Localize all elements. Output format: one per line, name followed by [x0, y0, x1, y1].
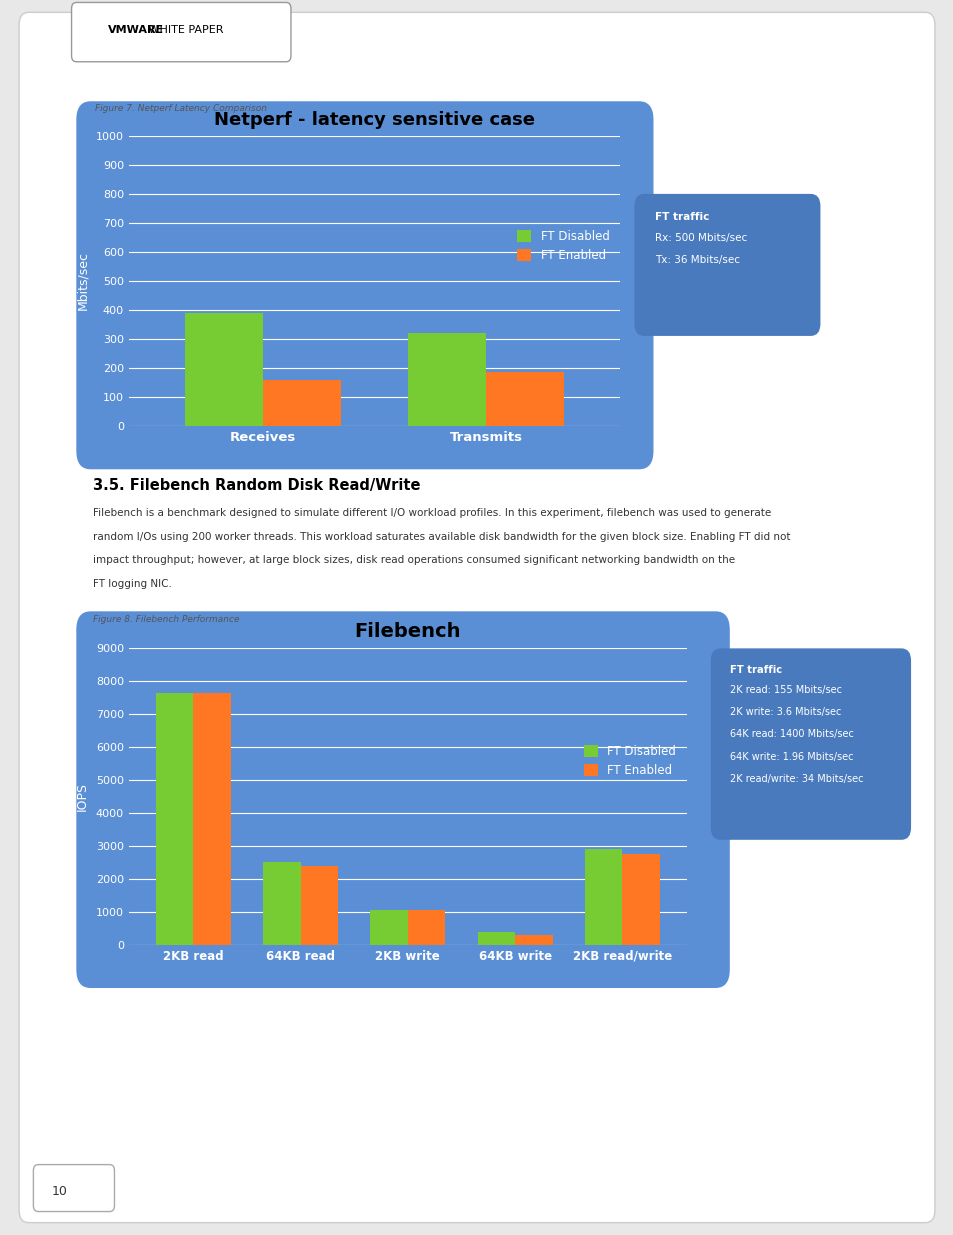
Text: 64K write: 1.96 Mbits/sec: 64K write: 1.96 Mbits/sec	[729, 752, 852, 762]
Bar	[155, 693, 193, 945]
Y-axis label: IOPS: IOPS	[76, 782, 89, 811]
Bar	[185, 312, 262, 426]
Text: random I/Os using 200 worker threads. This workload saturates available disk ban: random I/Os using 200 worker threads. Th…	[92, 532, 789, 542]
Text: Filebench is a benchmark designed to simulate different I/O workload profiles. I: Filebench is a benchmark designed to sim…	[92, 509, 770, 519]
Text: WHITE PAPER: WHITE PAPER	[145, 26, 223, 36]
Text: 10: 10	[52, 1186, 68, 1198]
Text: 3.5. Filebench Random Disk Read/Write: 3.5. Filebench Random Disk Read/Write	[92, 478, 419, 493]
Text: FT traffic: FT traffic	[655, 212, 709, 222]
Text: Figure 8. Filebench Performance: Figure 8. Filebench Performance	[92, 615, 239, 625]
FancyBboxPatch shape	[710, 648, 910, 840]
Text: Tx: 36 Mbits/sec: Tx: 36 Mbits/sec	[655, 256, 740, 266]
Legend: FT Disabled, FT Enabled: FT Disabled, FT Enabled	[512, 226, 614, 267]
Title: Netperf - latency sensitive case: Netperf - latency sensitive case	[213, 111, 535, 128]
FancyBboxPatch shape	[71, 2, 291, 62]
Bar	[370, 910, 408, 945]
FancyBboxPatch shape	[634, 194, 820, 336]
Y-axis label: Mbits/sec: Mbits/sec	[76, 252, 89, 310]
Bar	[622, 855, 659, 945]
Bar	[408, 910, 445, 945]
Bar	[515, 935, 552, 945]
Bar	[584, 850, 622, 945]
Text: 2K read: 155 Mbits/sec: 2K read: 155 Mbits/sec	[729, 685, 841, 695]
Bar	[300, 866, 337, 945]
Text: impact throughput; however, at large block sizes, disk read operations consumed : impact throughput; however, at large blo…	[92, 556, 734, 566]
Bar	[408, 333, 486, 426]
Bar	[193, 693, 231, 945]
Text: Rx: 500 Mbits/sec: Rx: 500 Mbits/sec	[655, 233, 747, 243]
Title: Filebench: Filebench	[355, 622, 460, 641]
Text: Figure 7. Netperf Latency Comparison: Figure 7. Netperf Latency Comparison	[95, 104, 267, 114]
Bar	[263, 862, 300, 945]
Bar	[486, 373, 563, 426]
Text: FT logging NIC.: FT logging NIC.	[92, 579, 172, 589]
FancyBboxPatch shape	[76, 611, 729, 988]
Text: 2K write: 3.6 Mbits/sec: 2K write: 3.6 Mbits/sec	[729, 708, 841, 718]
Bar	[262, 379, 340, 426]
Text: FT traffic: FT traffic	[729, 666, 781, 676]
FancyBboxPatch shape	[19, 12, 934, 1223]
Text: VMWARE: VMWARE	[108, 26, 164, 36]
Bar	[477, 931, 515, 945]
Text: 64K read: 1400 Mbits/sec: 64K read: 1400 Mbits/sec	[729, 730, 853, 740]
Legend: FT Disabled, FT Enabled: FT Disabled, FT Enabled	[578, 740, 680, 782]
Text: 2K read/write: 34 Mbits/sec: 2K read/write: 34 Mbits/sec	[729, 774, 862, 784]
FancyBboxPatch shape	[76, 101, 653, 469]
FancyBboxPatch shape	[33, 1165, 114, 1212]
